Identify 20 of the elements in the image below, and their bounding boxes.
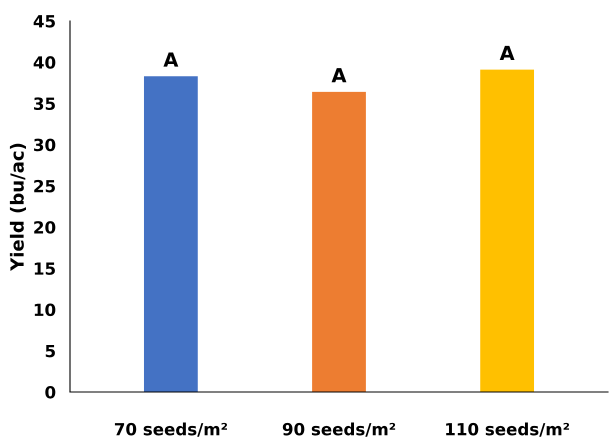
x-tick-label: 90 seeds/m² — [282, 422, 396, 437]
annotation: A — [163, 52, 178, 67]
x-tick-label: 70 seeds/m² — [114, 422, 228, 437]
y-tick-label: 0 — [45, 386, 56, 399]
x-tick-label: 110 seeds/m² — [446, 422, 570, 437]
y-tick-label: 30 — [34, 138, 56, 152]
y-tick-label: 35 — [34, 97, 55, 110]
y-tick-label: 15 — [34, 262, 55, 275]
bar — [144, 76, 198, 392]
y-tick-label: 45 — [34, 15, 55, 28]
bar — [312, 92, 366, 392]
y-tick-label: 5 — [46, 344, 55, 358]
y-tick-label: 25 — [34, 180, 55, 192]
annotation: A — [500, 46, 515, 60]
y-axis-title: Yield (bu/ac) — [10, 144, 26, 272]
y-tick-label: 20 — [34, 221, 56, 234]
y-tick-label: 40 — [34, 56, 56, 69]
y-tick-label: 10 — [34, 304, 56, 316]
bar — [480, 70, 534, 392]
annotation: A — [332, 68, 346, 82]
